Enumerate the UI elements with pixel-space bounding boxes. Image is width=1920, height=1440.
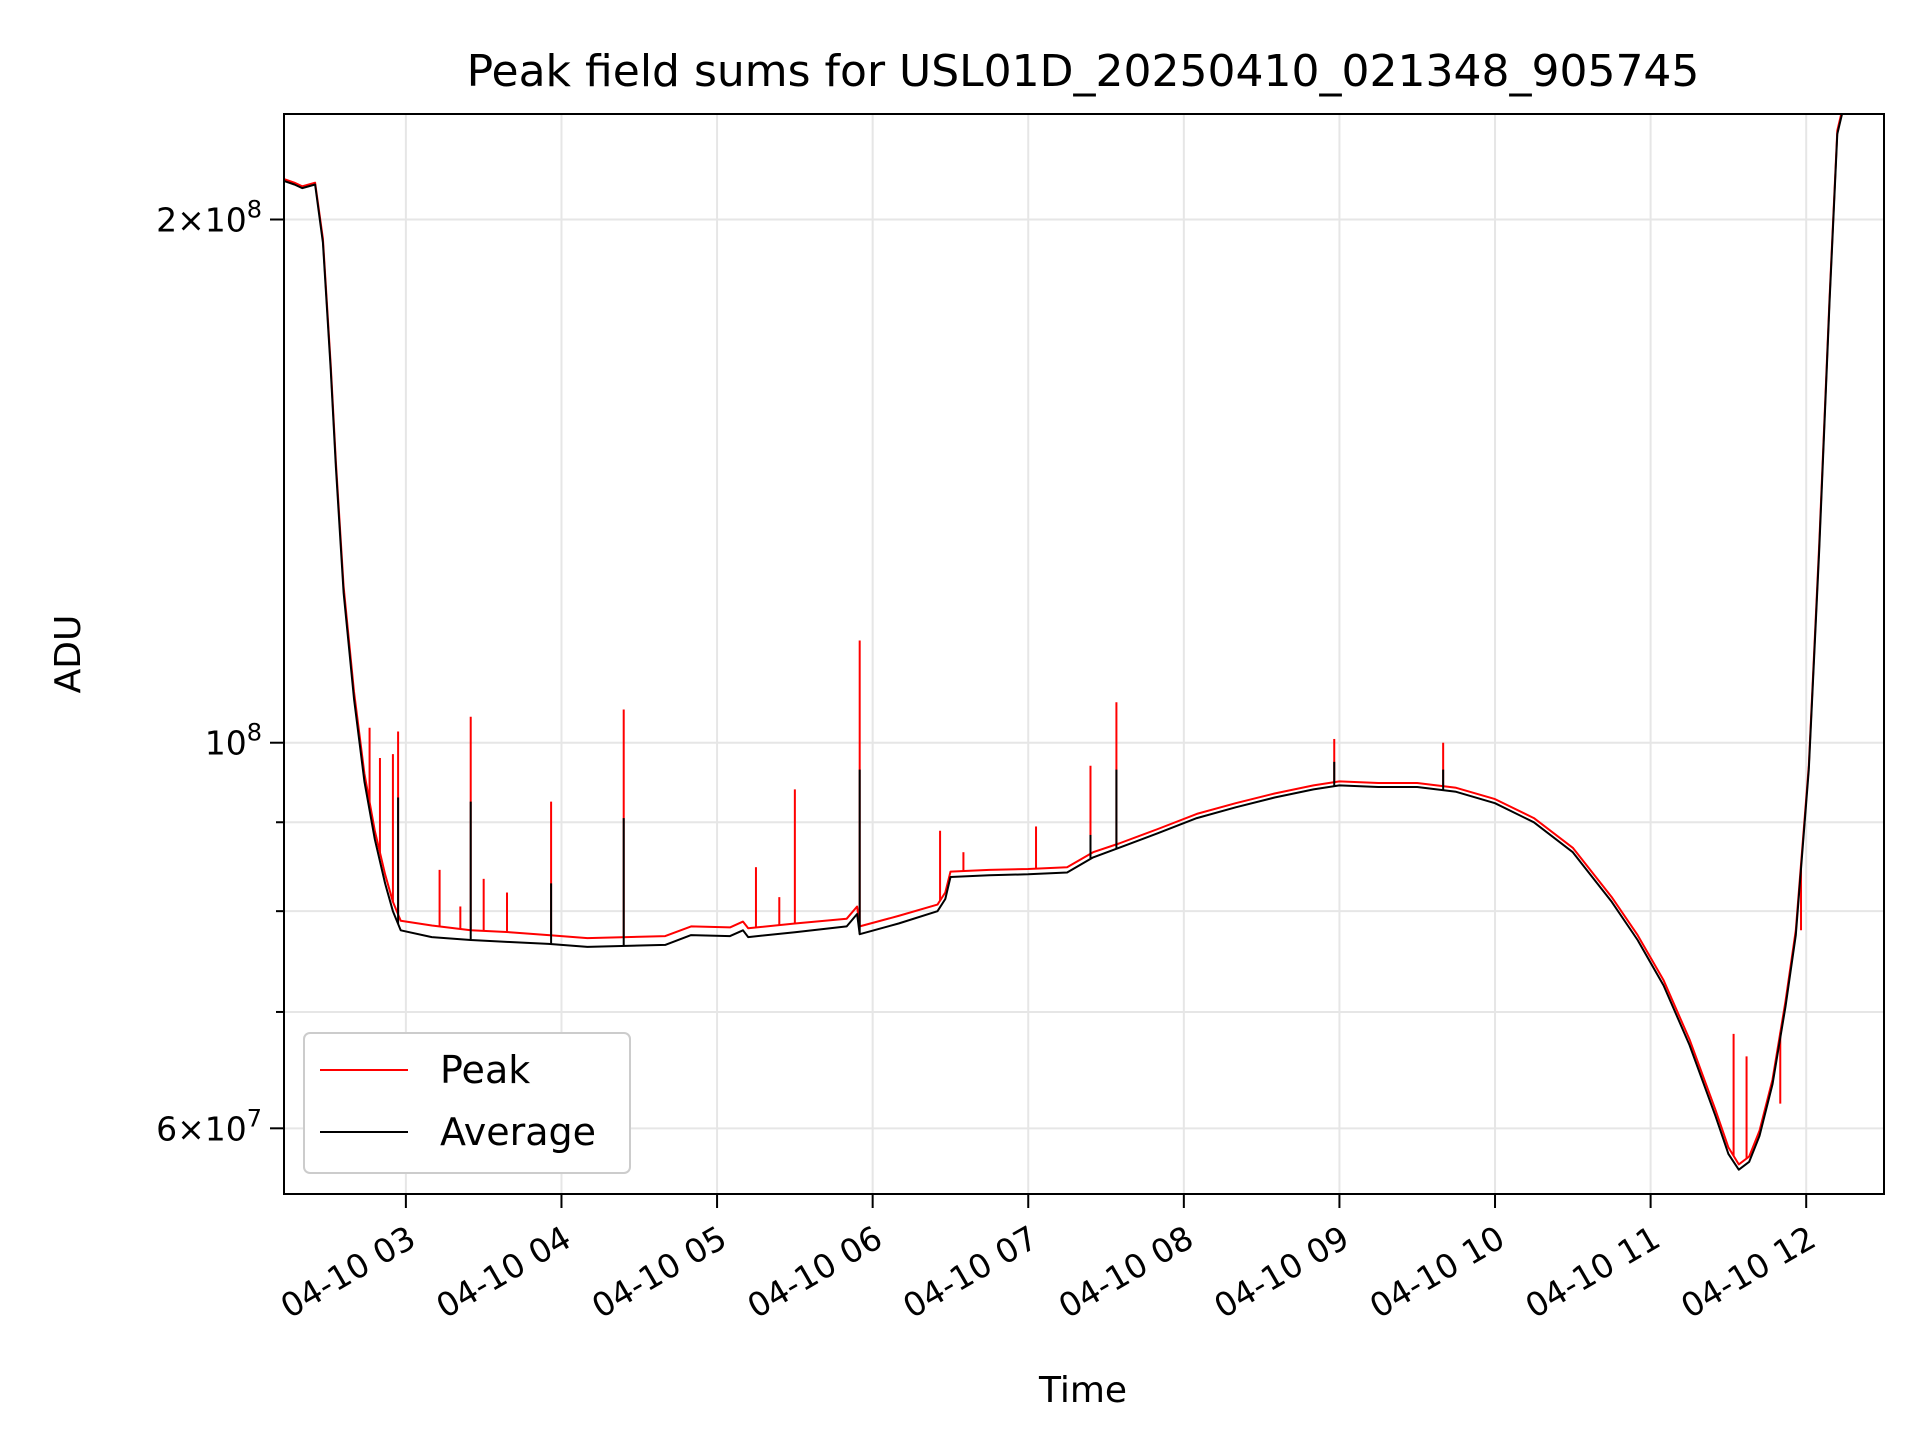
y-axis-label: ADU [48,615,89,694]
legend: Peak Average [303,1032,631,1174]
grid [284,114,1884,1194]
series-layer [284,114,1844,1171]
y-axis: 6×107 108 2×108 [156,195,284,1148]
y-tick-label: 108 [205,719,262,763]
y-tick-label: 2×108 [156,195,262,239]
series-line-peak [284,114,1843,1166]
legend-box [303,1032,631,1174]
legend-label-peak: Peak [440,1048,530,1092]
plot-frame [283,113,1885,1195]
series-line-average [284,114,1844,1171]
y-tick-label: 6×107 [156,1104,262,1148]
chart-title: Peak field sums for USL01D_20250410_0213… [467,46,1700,97]
legend-label-average: Average [440,1110,596,1154]
x-axis-label: Time [1038,1370,1127,1411]
